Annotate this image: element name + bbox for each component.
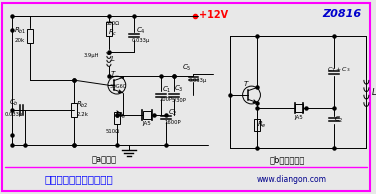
Text: $L$: $L$ bbox=[371, 86, 376, 97]
Text: $R_c$: $R_c$ bbox=[108, 28, 118, 38]
Text: $C_5$: $C_5$ bbox=[182, 63, 192, 73]
Text: JA5: JA5 bbox=[142, 121, 151, 126]
Text: 5/30P: 5/30P bbox=[172, 97, 186, 102]
Text: 3DG6C: 3DG6C bbox=[109, 84, 126, 89]
Bar bbox=[295, 104, 303, 112]
Text: $T$: $T$ bbox=[109, 69, 116, 78]
Text: $C_2$: $C_2$ bbox=[168, 108, 177, 118]
Text: $R_e$: $R_e$ bbox=[117, 111, 127, 121]
Text: 0.033μ: 0.033μ bbox=[5, 112, 23, 117]
Text: $T$: $T$ bbox=[243, 79, 250, 88]
Bar bbox=[114, 112, 120, 124]
Text: 0.033μ: 0.033μ bbox=[132, 38, 150, 43]
Bar bbox=[71, 103, 77, 117]
Text: $L$: $L$ bbox=[110, 54, 116, 63]
Bar bbox=[106, 22, 112, 36]
Text: 300P: 300P bbox=[160, 97, 173, 102]
Text: 0.033μ: 0.033μ bbox=[189, 78, 207, 83]
Text: $R_{b2}$: $R_{b2}$ bbox=[76, 100, 88, 110]
Text: Z0816: Z0816 bbox=[322, 9, 361, 19]
Text: $C_4$: $C_4$ bbox=[136, 26, 146, 36]
Text: 20k: 20k bbox=[15, 38, 25, 43]
Text: JA5: JA5 bbox=[295, 115, 303, 120]
Text: 1600P: 1600P bbox=[164, 120, 180, 125]
Text: $R_{b1}$: $R_{b1}$ bbox=[14, 26, 26, 36]
Bar bbox=[27, 29, 33, 42]
Bar bbox=[230, 36, 366, 147]
Text: www.diangon.com: www.diangon.com bbox=[257, 175, 327, 184]
Bar bbox=[143, 111, 150, 119]
Text: （a）电路: （a）电路 bbox=[91, 155, 117, 164]
Text: $C_1$: $C_1$ bbox=[162, 85, 171, 95]
Text: 串联型晶体振荡电路实例: 串联型晶体振荡电路实例 bbox=[45, 174, 114, 184]
Text: $C_3$: $C_3$ bbox=[174, 84, 184, 94]
Text: （b）交流通路: （b）交流通路 bbox=[270, 155, 305, 164]
Text: +12V: +12V bbox=[199, 10, 229, 20]
Text: 3.9μH: 3.9μH bbox=[83, 53, 99, 58]
Text: $R_e$: $R_e$ bbox=[258, 120, 267, 130]
Text: $C_b$: $C_b$ bbox=[9, 98, 19, 108]
Text: 680Ω: 680Ω bbox=[106, 21, 120, 26]
Bar bbox=[254, 119, 260, 131]
Text: $C_1+C_3$: $C_1+C_3$ bbox=[327, 65, 350, 74]
Text: $C_2$: $C_2$ bbox=[334, 115, 343, 125]
Text: 510Ω: 510Ω bbox=[106, 129, 120, 134]
Text: 2.2k: 2.2k bbox=[76, 112, 88, 117]
